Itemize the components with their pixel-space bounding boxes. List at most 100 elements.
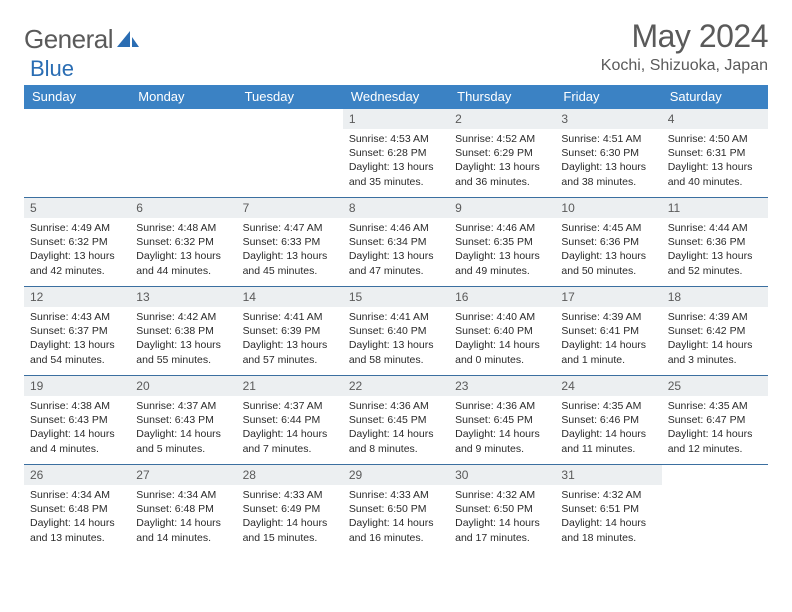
day-cell: 26Sunrise: 4:34 AMSunset: 6:48 PMDayligh… <box>24 465 130 553</box>
day-cell: 30 Sunrise: 4:32 AMSunset: 6:50 PMDayligh… <box>449 465 555 553</box>
day-body: Sunrise: 4:33 AMSunset: 6:49 PMDaylight:… <box>237 485 343 549</box>
day-line: Daylight: 13 hours <box>455 249 549 263</box>
day-line: Sunrise: 4:36 AM <box>455 399 549 413</box>
weeks-container: 1Sunrise: 4:53 AMSunset: 6:28 PMDaylight… <box>24 109 768 553</box>
day-body: Sunrise: 4:39 AMSunset: 6:41 PMDaylight:… <box>555 307 661 371</box>
day-line: Sunset: 6:34 PM <box>349 235 443 249</box>
day-line: Daylight: 14 hours <box>349 427 443 441</box>
day-body: Sunrise: 4:49 AMSunset: 6:32 PMDaylight:… <box>24 218 130 282</box>
day-cell <box>24 109 130 197</box>
day-line: and 12 minutes. <box>668 442 762 456</box>
day-line: Daylight: 14 hours <box>561 338 655 352</box>
day-line: Sunset: 6:51 PM <box>561 502 655 516</box>
day-line: Sunset: 6:37 PM <box>30 324 124 338</box>
day-cell: 29Sunrise: 4:33 AMSunset: 6:50 PMDayligh… <box>343 465 449 553</box>
day-number: 10 <box>555 198 661 218</box>
day-line: Daylight: 14 hours <box>561 427 655 441</box>
day-line: Daylight: 14 hours <box>668 427 762 441</box>
day-number: 27 <box>130 465 236 485</box>
day-line: Daylight: 14 hours <box>455 516 549 530</box>
day-line: and 17 minutes. <box>455 531 549 545</box>
day-body: Sunrise: 4:41 AMSunset: 6:39 PMDaylight:… <box>237 307 343 371</box>
day-body: Sunrise: 4:46 AMSunset: 6:34 PMDaylight:… <box>343 218 449 282</box>
day-line: Daylight: 13 hours <box>561 160 655 174</box>
day-line: Sunset: 6:38 PM <box>136 324 230 338</box>
day-cell: 3Sunrise: 4:51 AMSunset: 6:30 PMDaylight… <box>555 109 661 197</box>
day-line: Daylight: 13 hours <box>30 249 124 263</box>
logo-prefix: General <box>24 24 113 55</box>
day-number: 24 <box>555 376 661 396</box>
day-cell: 9Sunrise: 4:46 AMSunset: 6:35 PMDaylight… <box>449 198 555 286</box>
day-line: Sunrise: 4:45 AM <box>561 221 655 235</box>
day-line: and 8 minutes. <box>349 442 443 456</box>
day-line: Sunrise: 4:46 AM <box>349 221 443 235</box>
day-line: Sunset: 6:29 PM <box>455 146 549 160</box>
day-line: and 1 minute. <box>561 353 655 367</box>
day-line: Daylight: 13 hours <box>349 160 443 174</box>
day-line: Sunrise: 4:44 AM <box>668 221 762 235</box>
day-line: Daylight: 14 hours <box>243 427 337 441</box>
day-cell: 21Sunrise: 4:37 AMSunset: 6:44 PMDayligh… <box>237 376 343 464</box>
location: Kochi, Shizuoka, Japan <box>601 57 768 75</box>
day-line: Sunrise: 4:40 AM <box>455 310 549 324</box>
day-line: and 50 minutes. <box>561 264 655 278</box>
day-line: Daylight: 13 hours <box>136 249 230 263</box>
day-body: Sunrise: 4:40 AMSunset: 6:40 PMDaylight:… <box>449 307 555 371</box>
day-line: Sunset: 6:50 PM <box>455 502 549 516</box>
weekday-header-row: Sunday Monday Tuesday Wednesday Thursday… <box>24 85 768 109</box>
day-line: and 35 minutes. <box>349 175 443 189</box>
day-line: Daylight: 13 hours <box>243 338 337 352</box>
day-cell: 5Sunrise: 4:49 AMSunset: 6:32 PMDaylight… <box>24 198 130 286</box>
logo: General <box>24 24 141 55</box>
day-body: Sunrise: 4:35 AMSunset: 6:46 PMDaylight:… <box>555 396 661 460</box>
day-line: and 55 minutes. <box>136 353 230 367</box>
day-line: Daylight: 14 hours <box>136 516 230 530</box>
day-line: and 7 minutes. <box>243 442 337 456</box>
day-line: and 44 minutes. <box>136 264 230 278</box>
header: General May 2024 Kochi, Shizuoka, Japan <box>24 18 768 75</box>
day-line: Sunrise: 4:50 AM <box>668 132 762 146</box>
day-line: Sunset: 6:43 PM <box>136 413 230 427</box>
week-row: 19Sunrise: 4:38 AMSunset: 6:43 PMDayligh… <box>24 375 768 464</box>
day-number <box>662 465 768 485</box>
day-line: and 36 minutes. <box>455 175 549 189</box>
day-body: Sunrise: 4:52 AMSunset: 6:29 PMDaylight:… <box>449 129 555 193</box>
day-line: Sunset: 6:43 PM <box>30 413 124 427</box>
day-line: and 13 minutes. <box>30 531 124 545</box>
logo-sail-icon <box>115 29 141 51</box>
day-line: Sunrise: 4:35 AM <box>561 399 655 413</box>
day-line: Sunset: 6:40 PM <box>455 324 549 338</box>
day-line: Sunrise: 4:52 AM <box>455 132 549 146</box>
day-body: Sunrise: 4:41 AMSunset: 6:40 PMDaylight:… <box>343 307 449 371</box>
day-cell: 10Sunrise: 4:45 AMSunset: 6:36 PMDayligh… <box>555 198 661 286</box>
day-body <box>662 485 768 492</box>
day-line: Sunset: 6:36 PM <box>668 235 762 249</box>
day-line: and 52 minutes. <box>668 264 762 278</box>
day-line: Sunrise: 4:37 AM <box>136 399 230 413</box>
day-line: and 45 minutes. <box>243 264 337 278</box>
day-cell: 28Sunrise: 4:33 AMSunset: 6:49 PMDayligh… <box>237 465 343 553</box>
day-line: and 54 minutes. <box>30 353 124 367</box>
day-number: 11 <box>662 198 768 218</box>
day-line: Sunset: 6:28 PM <box>349 146 443 160</box>
day-line: Daylight: 14 hours <box>136 427 230 441</box>
day-cell: 20Sunrise: 4:37 AMSunset: 6:43 PMDayligh… <box>130 376 236 464</box>
day-number: 2 <box>449 109 555 129</box>
day-line: Sunset: 6:45 PM <box>349 413 443 427</box>
day-number: 3 <box>555 109 661 129</box>
day-line: and 40 minutes. <box>668 175 762 189</box>
day-number <box>24 109 130 129</box>
day-number: 8 <box>343 198 449 218</box>
day-number: 30 <box>449 465 555 485</box>
day-line: Sunset: 6:33 PM <box>243 235 337 249</box>
week-row: 1Sunrise: 4:53 AMSunset: 6:28 PMDaylight… <box>24 109 768 197</box>
day-line: and 3 minutes. <box>668 353 762 367</box>
day-number: 4 <box>662 109 768 129</box>
day-number: 16 <box>449 287 555 307</box>
day-line: Sunrise: 4:32 AM <box>455 488 549 502</box>
day-number: 21 <box>237 376 343 396</box>
day-line: and 42 minutes. <box>30 264 124 278</box>
day-line: Sunset: 6:31 PM <box>668 146 762 160</box>
day-line: Sunrise: 4:39 AM <box>561 310 655 324</box>
day-line: Daylight: 13 hours <box>455 160 549 174</box>
